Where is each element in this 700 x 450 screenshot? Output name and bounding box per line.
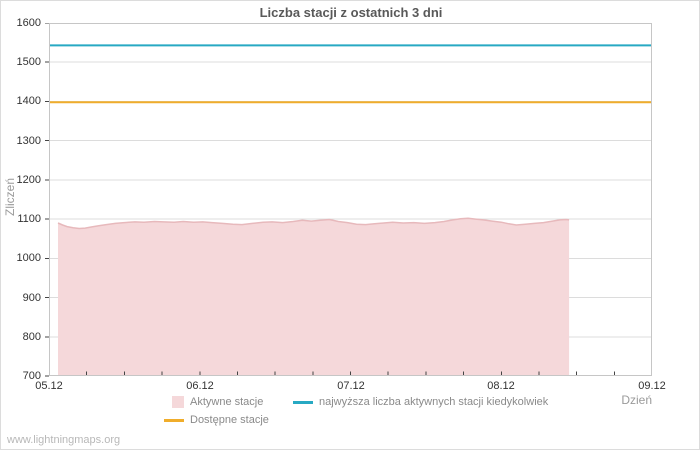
legend-label-highest-ever-line: najwyższa liczba aktywnych stacji kiedyk… [319, 396, 549, 408]
plot-area [45, 23, 652, 377]
y-tick-label: 1600 [16, 17, 41, 29]
legend-swatch-available-stations [164, 418, 184, 422]
x-tick-label: 07.12 [337, 380, 365, 392]
legend-swatch-highest-ever-line [293, 400, 313, 404]
x-tick-label: 09.12 [638, 380, 666, 392]
legend-label-available-stations: Dostępne stacje [190, 414, 269, 426]
legend-row-1: Aktywne stacje najwyższa liczba aktywnyc… [164, 395, 548, 409]
y-tick-label: 900 [22, 292, 41, 304]
y-tick-label: 1500 [16, 56, 41, 68]
x-tick-label: 06.12 [186, 380, 214, 392]
x-tick-label: 08.12 [487, 380, 515, 392]
y-tick-label: 1100 [17, 213, 41, 225]
legend-row-2: Dostępne stacje [164, 413, 269, 427]
legend-swatch-active-stations [172, 396, 184, 408]
y-tick-label: 1400 [16, 95, 41, 107]
y-tick-label: 700 [22, 370, 41, 382]
y-tick-label: 1200 [16, 174, 41, 186]
x-tick-label: 05.12 [35, 380, 63, 392]
y-tick-label: 1300 [16, 135, 41, 147]
legend-label-active-stations: Aktywne stacje [190, 396, 264, 408]
x-axis-title: Dzień [621, 393, 652, 407]
chart-title: Liczba stacji z ostatnich 3 dni [259, 5, 443, 20]
watermark-link: www.lightningmaps.org [7, 434, 121, 446]
y-tick-label: 800 [22, 331, 41, 343]
y-tick-label: 1000 [16, 252, 41, 264]
